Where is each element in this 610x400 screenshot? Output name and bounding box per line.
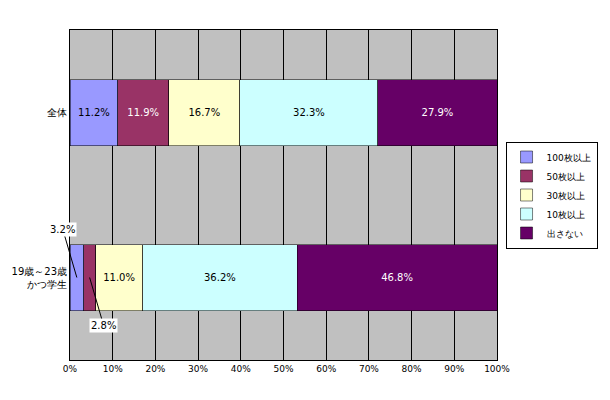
svg-text:100%: 100%: [484, 364, 510, 374]
svg-text:20%: 20%: [145, 364, 165, 374]
svg-text:27.9%: 27.9%: [422, 107, 454, 118]
svg-text:19歳～23歳かつ学生: 19歳～23歳かつ学生: [12, 266, 67, 290]
svg-text:46.8%: 46.8%: [381, 272, 413, 283]
svg-text:70%: 70%: [359, 364, 379, 374]
svg-text:30%: 30%: [188, 364, 208, 374]
svg-text:90%: 90%: [444, 364, 464, 374]
svg-text:40%: 40%: [231, 364, 251, 374]
svg-text:60%: 60%: [316, 364, 336, 374]
svg-text:10%: 10%: [103, 364, 123, 374]
svg-text:32.3%: 32.3%: [293, 107, 325, 118]
svg-text:50%: 50%: [273, 364, 293, 374]
svg-text:16.7%: 16.7%: [188, 107, 220, 118]
svg-text:0%: 0%: [63, 364, 78, 374]
svg-text:10枚以上: 10枚以上: [547, 210, 585, 220]
svg-text:36.2%: 36.2%: [204, 272, 236, 283]
svg-text:11.9%: 11.9%: [127, 107, 159, 118]
svg-text:11.0%: 11.0%: [103, 272, 135, 283]
svg-text:出さない: 出さない: [547, 229, 583, 239]
svg-text:3.2%: 3.2%: [50, 224, 75, 235]
svg-text:11.2%: 11.2%: [78, 107, 110, 118]
svg-text:2.8%: 2.8%: [91, 320, 116, 331]
svg-text:100枚以上: 100枚以上: [547, 153, 591, 163]
svg-text:全体: 全体: [47, 107, 67, 118]
svg-text:50枚以上: 50枚以上: [547, 172, 585, 182]
svg-text:80%: 80%: [402, 364, 422, 374]
svg-text:30枚以上: 30枚以上: [547, 191, 585, 201]
